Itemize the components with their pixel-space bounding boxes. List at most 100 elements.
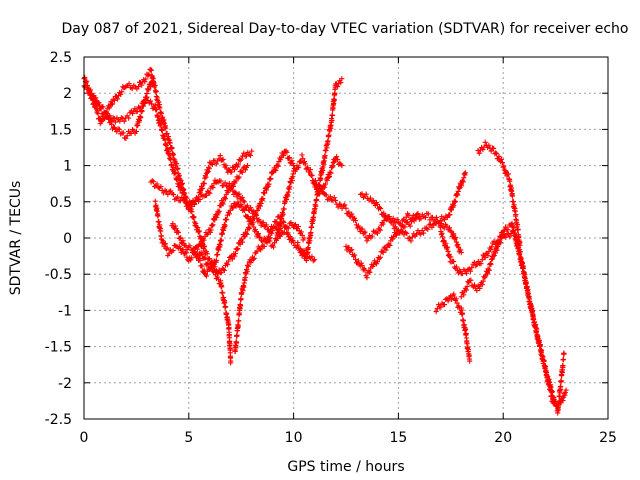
data-point	[390, 236, 396, 242]
data-point	[161, 190, 167, 196]
data-point	[496, 238, 502, 245]
data-point	[238, 168, 244, 174]
data-point	[235, 245, 241, 252]
data-point	[479, 282, 485, 288]
data-point	[358, 260, 364, 266]
data-point	[335, 157, 341, 163]
data-point	[313, 203, 319, 209]
data-point	[222, 299, 228, 305]
data-point	[120, 130, 126, 136]
data-point	[352, 256, 359, 263]
data-point	[82, 74, 88, 80]
data-point	[267, 235, 273, 241]
data-point	[563, 387, 569, 393]
data-point	[223, 162, 229, 169]
data-point	[411, 218, 417, 224]
data-point	[254, 248, 260, 254]
data-point	[330, 164, 336, 170]
data-point	[142, 79, 148, 85]
data-point	[235, 175, 241, 181]
data-point	[201, 237, 207, 243]
data-point	[178, 235, 184, 241]
data-point	[147, 98, 154, 104]
data-point	[232, 251, 239, 257]
data-point	[397, 230, 403, 236]
data-point	[494, 247, 500, 253]
data-point	[332, 197, 339, 204]
data-point	[214, 274, 220, 280]
data-point	[236, 191, 242, 197]
data-point	[236, 174, 242, 180]
data-point	[542, 364, 548, 370]
data-point	[197, 196, 203, 203]
data-point	[243, 230, 249, 236]
data-point	[409, 234, 415, 240]
data-point	[216, 267, 222, 273]
data-point	[270, 244, 277, 250]
data-point	[292, 221, 299, 228]
data-point	[204, 232, 210, 238]
data-point	[285, 155, 292, 161]
data-point	[380, 221, 386, 227]
data-point	[558, 378, 564, 384]
data-point	[191, 201, 197, 207]
data-point	[453, 264, 460, 270]
data-point	[102, 115, 108, 122]
data-point	[445, 298, 451, 304]
data-point	[299, 152, 305, 158]
x-tick-label: 25	[599, 430, 617, 446]
data-point	[332, 91, 338, 97]
data-point	[280, 218, 286, 224]
data-point	[220, 266, 226, 272]
data-point	[439, 220, 445, 227]
data-point	[170, 191, 177, 198]
data-point	[348, 247, 354, 254]
data-point	[339, 163, 345, 169]
data-point	[324, 178, 330, 184]
data-point	[556, 399, 562, 405]
data-point	[357, 228, 363, 235]
data-point	[363, 191, 369, 197]
data-point	[235, 192, 241, 198]
data-point	[109, 101, 116, 107]
data-point	[402, 224, 408, 230]
data-point	[327, 194, 333, 200]
data-point	[143, 76, 149, 82]
data-point	[308, 229, 314, 236]
data-point	[501, 163, 507, 169]
data-point	[285, 230, 291, 236]
data-point	[269, 230, 275, 236]
data-point	[234, 333, 240, 339]
data-point	[359, 226, 365, 232]
data-point	[250, 220, 256, 226]
data-point	[418, 216, 424, 222]
data-point	[233, 178, 239, 184]
data-point	[242, 274, 248, 281]
data-point	[233, 339, 240, 345]
data-point	[202, 255, 208, 261]
y-tick-label: 2.5	[50, 50, 72, 66]
data-point	[180, 238, 186, 244]
data-point	[534, 326, 540, 332]
data-point	[505, 227, 511, 233]
data-point	[203, 174, 209, 180]
data-point	[135, 83, 142, 90]
data-point	[111, 97, 117, 104]
data-point	[204, 251, 210, 257]
data-point	[219, 231, 226, 237]
data-point	[220, 201, 226, 207]
data-point	[496, 153, 502, 160]
data-point	[301, 235, 307, 241]
data-point	[123, 135, 129, 141]
data-point	[298, 229, 304, 235]
x-tick-label: 15	[389, 430, 407, 446]
data-point	[152, 82, 158, 89]
data-point	[492, 250, 498, 256]
data-point	[159, 127, 165, 133]
data-point	[276, 227, 282, 233]
data-point	[376, 226, 382, 232]
data-point	[205, 260, 211, 267]
data-point	[486, 267, 492, 273]
data-point	[549, 388, 555, 395]
data-point	[230, 183, 236, 189]
